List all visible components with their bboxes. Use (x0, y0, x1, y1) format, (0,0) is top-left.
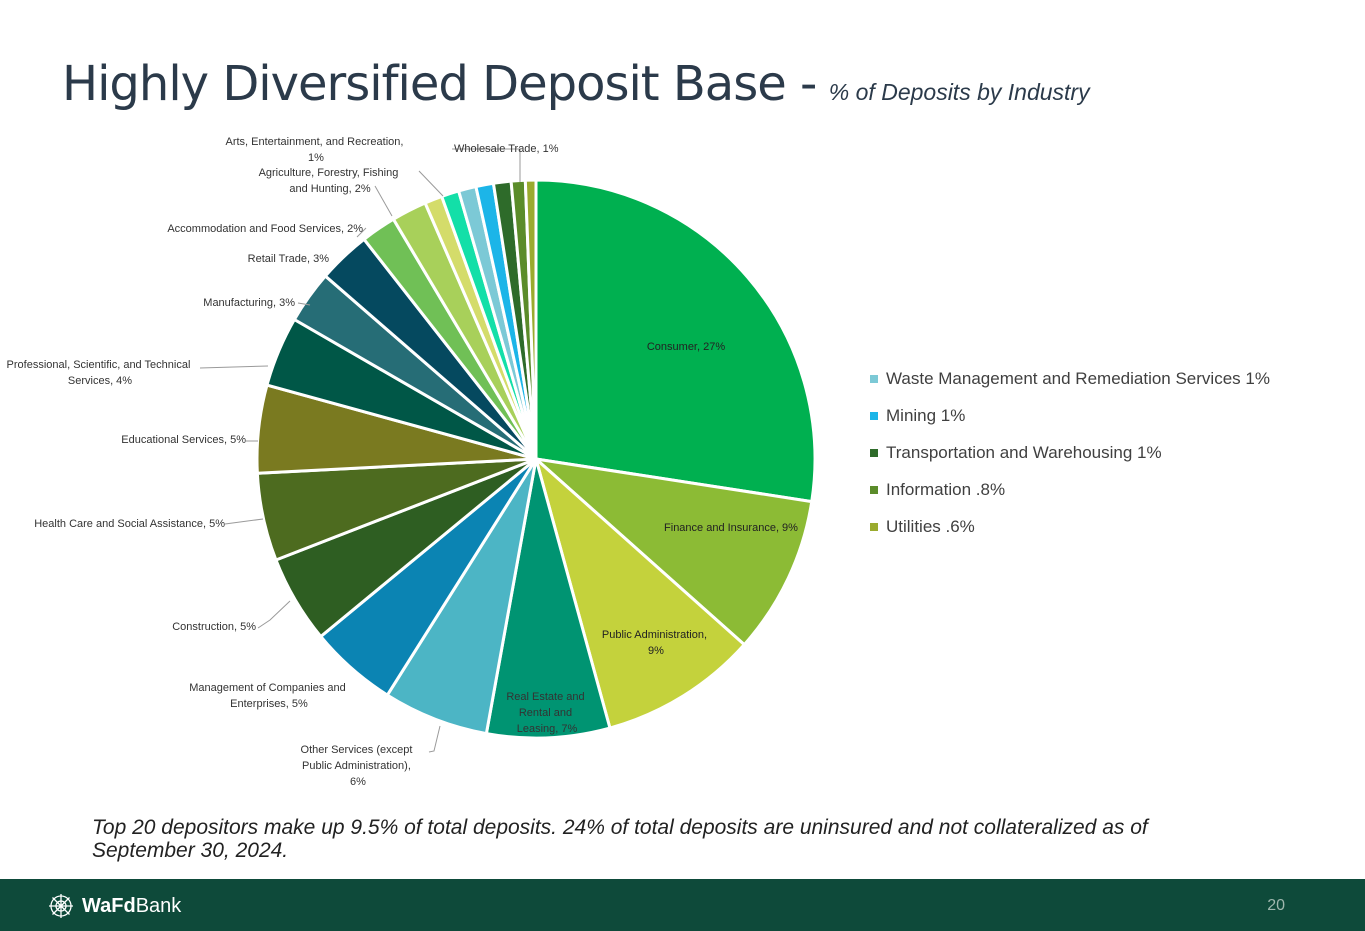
legend-item: Transportation and Warehousing 1% (870, 434, 1270, 471)
legend-swatch (870, 522, 878, 531)
page-subtitle: % of Deposits by Industry (828, 79, 1090, 105)
slice-label-manufacturing: Manufacturing, 3% (203, 297, 295, 309)
pie-slice-20 (523, 178, 538, 460)
legend-item: Information .8% (870, 471, 1270, 508)
legend-label: Mining 1% (886, 405, 966, 425)
legend-item: Waste Management and Remediation Service… (870, 360, 1270, 397)
legend-item: Utilities .6% (870, 508, 1270, 545)
page-title: Highly Diversified Deposit Base - (62, 56, 817, 112)
logo-text: WaFdBank (82, 894, 182, 917)
chart-legend: Waste Management and Remediation Service… (870, 360, 1270, 545)
pie-slice-3 (484, 458, 612, 740)
inside-labels: Consumer, 27% Finance and Insurance, 9% … (506, 341, 798, 735)
legend-item: Mining 1% (870, 397, 1270, 434)
wafd-logo-icon (49, 894, 73, 918)
slice-label-educational: Educational Services, 5% (121, 434, 246, 446)
page-number: 20 (1267, 897, 1285, 914)
outside-labels: Wholesale Trade, 1% Arts, Entertainment,… (7, 136, 559, 788)
footnote: Top 20 depositors make up 9.5% of total … (92, 816, 1148, 862)
legend-swatch (870, 411, 878, 420)
leader-lines (199, 148, 521, 753)
slice-label-management: Management of Companies and Enterprises,… (189, 682, 349, 710)
slice-label-finance: Finance and Insurance, 9% (664, 522, 798, 534)
legend-label: Information .8% (886, 479, 1006, 499)
slice-label-health-care: Health Care and Social Assistance, 5% (34, 518, 225, 530)
slice-label-other-services: Other Services (except Public Administra… (301, 744, 416, 788)
slice-label-public-admin: Public Administration, 9% (602, 629, 710, 657)
slice-label-arts: Arts, Entertainment, and Recreation, 1% (226, 136, 407, 164)
pie-slice-1 (531, 456, 814, 647)
pie-slice-0 (534, 178, 817, 504)
pie-slice-2 (533, 454, 747, 730)
slice-label-accommodation: Accommodation and Food Services, 2% (167, 223, 363, 235)
legend-swatch (870, 448, 878, 457)
slice-label-real-estate: Real Estate and Rental and Leasing, 7% (506, 691, 587, 735)
slice-label-retail: Retail Trade, 3% (248, 253, 330, 265)
legend-swatch (870, 374, 878, 383)
legend-swatch (870, 485, 878, 494)
slice-label-wholesale: Wholesale Trade, 1% (454, 143, 559, 155)
slice-label-consumer: Consumer, 27% (647, 341, 725, 353)
pie-slices (255, 178, 817, 740)
slice-label-agriculture: Agriculture, Forestry, Fishing and Hunti… (259, 167, 402, 195)
wafd-logo: WaFdBank (46, 891, 181, 921)
footer-bar: WaFdBank 20 (0, 879, 1365, 931)
legend-label: Utilities .6% (886, 516, 975, 536)
slice-label-professional: Professional, Scientific, and Technical … (7, 359, 194, 387)
legend-label: Transportation and Warehousing 1% (886, 442, 1162, 462)
legend-label: Waste Management and Remediation Service… (886, 368, 1270, 388)
title-row: Highly Diversified Deposit Base - % of D… (62, 56, 1090, 112)
slice-label-construction: Construction, 5% (172, 621, 256, 633)
